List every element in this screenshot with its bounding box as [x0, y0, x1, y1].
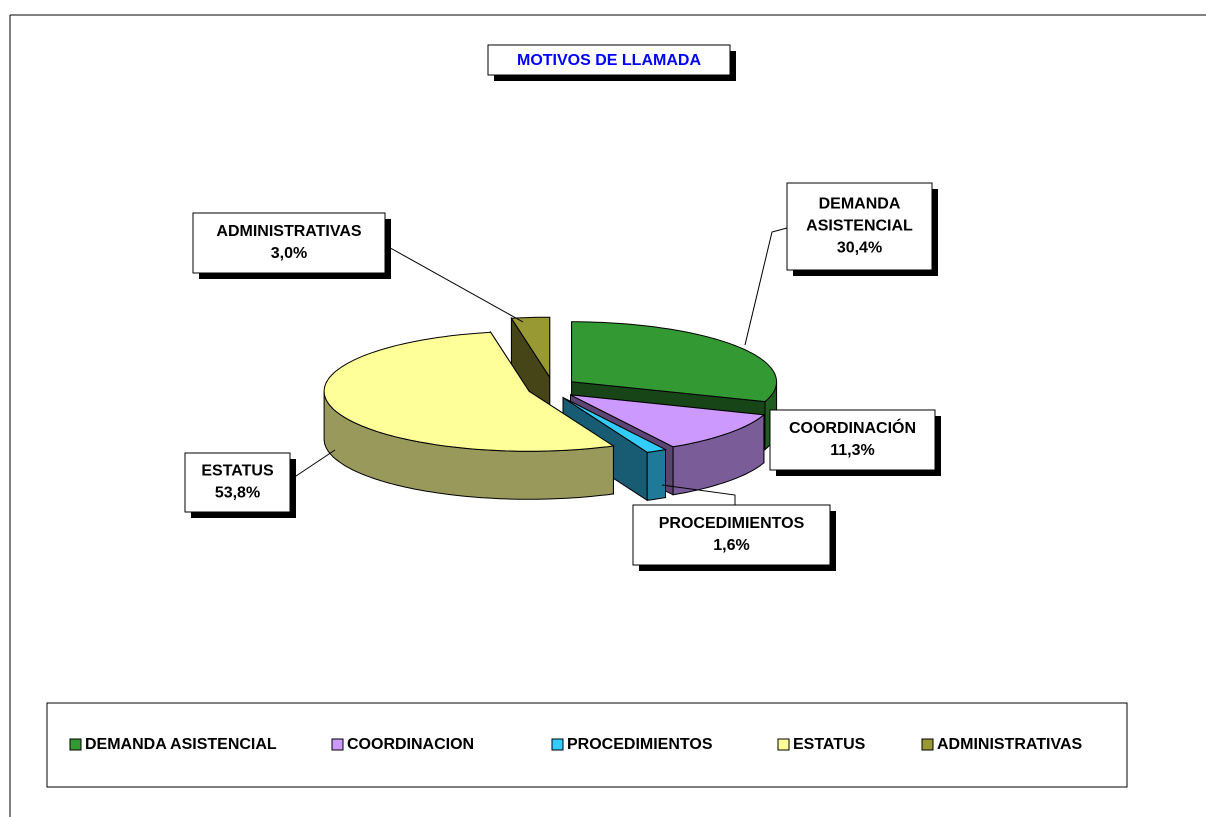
legend-swatch: [921, 738, 934, 751]
value-label: 11,3%: [830, 442, 874, 459]
leader-line: [744, 227, 788, 346]
legend-swatch: [331, 738, 344, 751]
legend-swatch: [551, 738, 564, 751]
value-label: 1,6%: [713, 537, 749, 554]
legend-label: ADMINISTRATIVAS: [937, 736, 1083, 753]
legend-swatch: [69, 738, 82, 751]
legend-box: [46, 702, 1128, 788]
legend-label: PROCEDIMIENTOS: [567, 736, 713, 753]
slice-label-line: DEMANDA: [819, 196, 901, 213]
leader-line: [289, 449, 336, 481]
label-box: [184, 452, 291, 513]
label-box: [632, 504, 831, 566]
legend-label: DEMANDA ASISTENCIAL: [85, 736, 277, 753]
slice-label: ADMINISTRATIVAS: [216, 223, 362, 240]
chart-title: MOTIVOS DE LLAMADA: [517, 52, 701, 69]
slice-label-line: ASISTENCIAL: [806, 218, 913, 235]
leader-line: [661, 484, 736, 505]
title-box: [487, 44, 731, 76]
label-box: [769, 409, 936, 471]
legend-label: ESTATUS: [793, 736, 866, 753]
slice: [510, 316, 551, 379]
leader-line: [384, 244, 524, 323]
slice-side: [646, 449, 666, 501]
slice-label: COORDINACIÓN: [789, 418, 916, 437]
label-box: [192, 212, 386, 274]
slice-label: DEMANDA ASISTENCIAL: [806, 196, 913, 235]
slice: [570, 394, 766, 448]
value-label: 53,8%: [215, 485, 260, 502]
slice: [323, 331, 615, 452]
slice: [562, 397, 668, 453]
legend-label: COORDINACION: [347, 736, 474, 753]
slice: [571, 321, 778, 403]
value-label: 3,0%: [271, 245, 307, 262]
legend-swatch: [777, 738, 790, 751]
slice-label: ESTATUS: [201, 463, 274, 480]
slice-label: PROCEDIMIENTOS: [659, 515, 805, 532]
label-box: [786, 182, 933, 271]
value-label: 30,4%: [837, 240, 882, 257]
